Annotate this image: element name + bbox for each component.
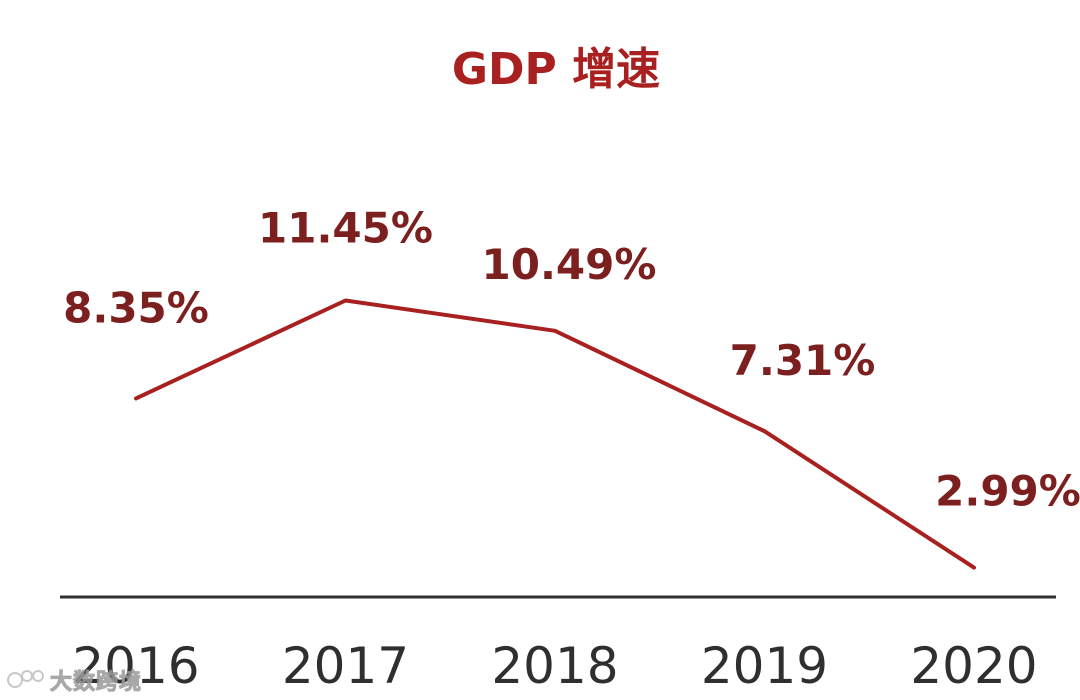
x-tick-2020: 2020 (910, 637, 1037, 695)
series-group (134, 298, 976, 570)
x-tick-labels-group: 2016 2017 2018 2019 2020 (72, 637, 1037, 695)
data-label-2020: 2.99% (935, 467, 1080, 516)
data-label-2017: 11.45% (258, 204, 433, 253)
data-label-2016: 8.35% (63, 283, 209, 332)
x-tick-2018: 2018 (491, 637, 618, 695)
chart-title: GDP 增速 (452, 44, 660, 95)
watermark-text: 大数跨境 (49, 670, 143, 696)
data-labels-group: 8.35% 11.45% 10.49% 7.31% 2.99% (63, 204, 1080, 516)
data-label-2018: 10.49% (482, 240, 657, 289)
logo-icon (7, 670, 44, 688)
gdp-growth-line (134, 298, 976, 570)
watermark: 大数跨境 (6, 664, 142, 696)
x-tick-2017: 2017 (282, 637, 409, 695)
x-tick-2019: 2019 (701, 637, 828, 695)
x-tick-2016: 2016 (72, 637, 199, 695)
data-label-2019: 7.31% (730, 336, 876, 385)
